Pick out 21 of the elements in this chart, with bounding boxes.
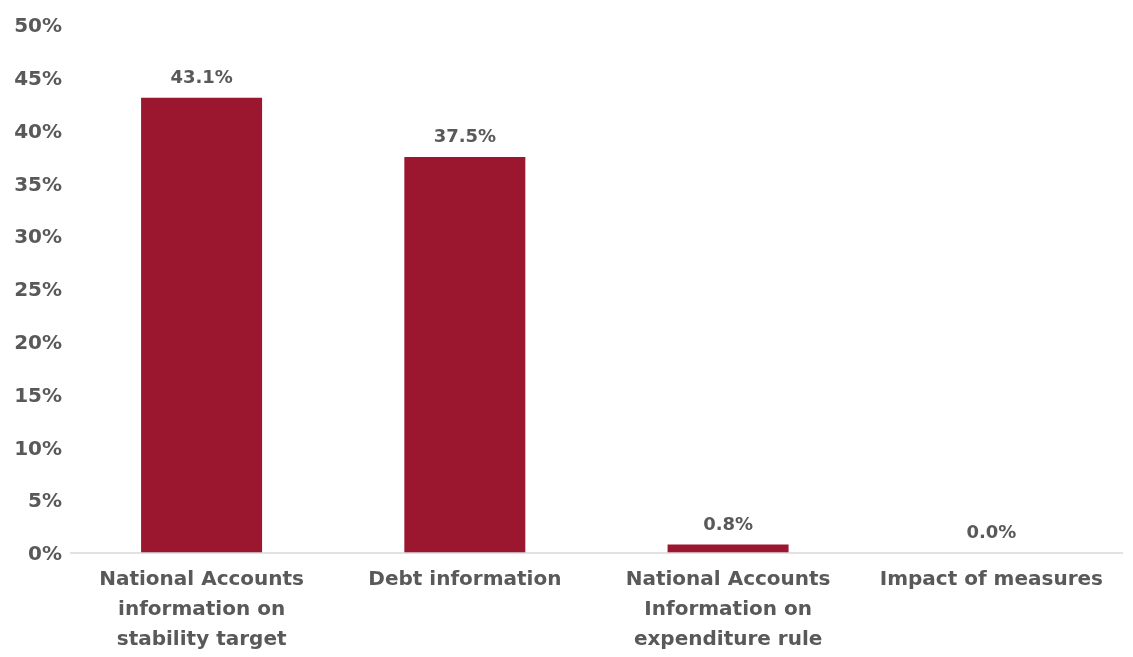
y-tick-label: 40%	[14, 118, 62, 143]
x-tick-label: National Accounts information on stability target	[99, 566, 305, 650]
y-tick-label: 35%	[14, 171, 62, 196]
y-tick-label: 50%	[14, 13, 62, 38]
x-tick-label: National Accounts Information on expenditure rule	[625, 566, 831, 650]
data-label: 0.0%	[966, 521, 1017, 543]
y-tick-label: 15%	[14, 382, 62, 407]
bar	[404, 157, 526, 553]
bar	[141, 97, 263, 553]
y-tick-label: 20%	[14, 329, 62, 354]
y-tick-label: 30%	[14, 224, 62, 249]
y-tick-label: 5%	[28, 488, 62, 513]
y-tick-label: 45%	[14, 65, 62, 90]
y-tick-label: 0%	[28, 541, 62, 566]
y-tick-label: 10%	[14, 435, 62, 460]
y-tick-label: 25%	[14, 277, 62, 302]
data-label: 43.1%	[170, 66, 233, 88]
data-label: 0.8%	[703, 513, 754, 535]
data-label: 37.5%	[433, 125, 497, 147]
x-tick-label: Impact of measures	[879, 566, 1104, 590]
x-tick-label: Debt information	[368, 566, 562, 590]
